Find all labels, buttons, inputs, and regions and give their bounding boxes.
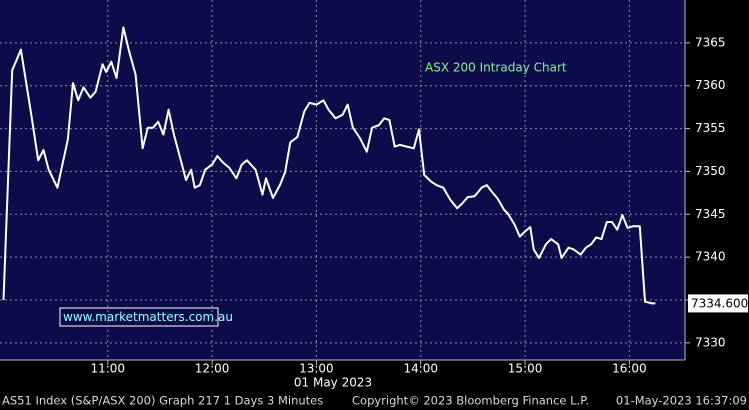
plot-area [0,0,685,360]
last-price-box [688,294,748,313]
x-tick-label: 15:00 [508,362,543,376]
x-tick-label: 13:00 [299,362,334,376]
x-tick-label: 12:00 [195,362,230,376]
y-tick-label: 7340 [695,250,726,264]
watermark-box [59,307,219,327]
chart-title: ASX 200 Intraday Chart [425,61,567,75]
y-tick-label: 7360 [695,78,726,92]
x-tick-label: 11:00 [90,362,125,376]
last-price-label: 7334.600 [691,296,748,310]
price-line [2,26,656,305]
footer-timestamp: 01-May-2023 16:37:09 [616,394,747,408]
footer-security: AS51 Index (S&P/ASX 200) Graph 217 1 Day… [2,394,323,408]
watermark: www.marketmatters.com.au [63,310,233,324]
x-tick-label: 16:00 [612,362,647,376]
date-label: 01 May 2023 [294,376,372,390]
footer-copyright: Copyright© 2023 Bloomberg Finance L.P. [352,394,589,408]
y-tick-label: 7345 [695,207,726,221]
y-tick-label: 7365 [695,35,726,49]
y-tick-label: 7350 [695,164,726,178]
x-tick-label: 14:00 [403,362,438,376]
y-tick-label: 7355 [695,121,726,135]
y-tick-label: 7330 [695,335,726,349]
